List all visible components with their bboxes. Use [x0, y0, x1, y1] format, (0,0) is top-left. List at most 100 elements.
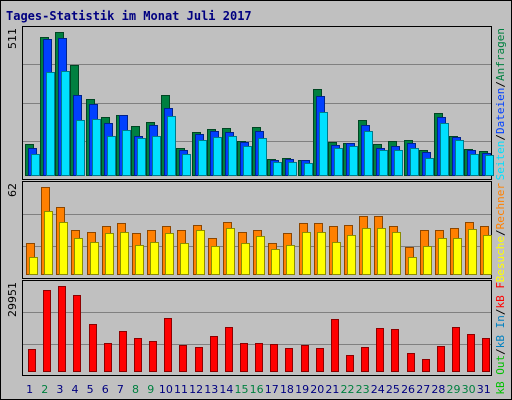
bar-seiten-day-14	[228, 136, 237, 176]
legend-1: Seiten/Dateien/Anfragen	[494, 28, 507, 180]
bar-kb-f-day-16	[255, 343, 263, 372]
bar-besuche-day-14	[226, 228, 235, 275]
bar-seiten-day-3	[61, 71, 70, 176]
bar-kb-f-day-20	[316, 348, 324, 372]
bar-besuche-day-27	[423, 246, 432, 275]
bar-kb-f-day-5	[89, 324, 97, 372]
bar-besuche-day-2	[44, 211, 53, 275]
day-label-23: 23	[356, 383, 370, 396]
bar-kb-f-day-26	[407, 353, 415, 372]
bar-seiten-day-23	[364, 131, 373, 176]
bar-seiten-day-28	[440, 123, 449, 176]
chart-title: Tages-Statistik im Monat Juli 2017	[6, 9, 252, 23]
bar-seiten-day-21	[334, 148, 343, 176]
bar-kb-f-day-31	[482, 338, 490, 372]
bar-seiten-day-18	[288, 162, 297, 176]
bar-seiten-day-13	[213, 137, 222, 176]
bar-besuche-day-9	[150, 242, 159, 275]
bar-besuche-day-21	[332, 242, 341, 275]
bar-seiten-day-10	[167, 116, 176, 176]
bar-seiten-day-16	[258, 138, 267, 176]
legend-entry: Rechner	[494, 183, 507, 230]
bar-seiten-day-25	[394, 150, 403, 176]
day-label-2: 2	[41, 383, 48, 396]
day-label-14: 14	[219, 383, 233, 396]
bar-besuche-day-29	[453, 238, 462, 275]
day-label-10: 10	[159, 383, 173, 396]
bar-besuche-day-13	[211, 246, 220, 275]
day-label-20: 20	[310, 383, 324, 396]
bar-besuche-day-11	[180, 243, 189, 275]
day-label-11: 11	[174, 383, 188, 396]
bar-seiten-day-1	[31, 154, 40, 176]
legend-entry: /	[494, 134, 507, 141]
bar-kb-f-day-30	[467, 334, 475, 372]
day-label-27: 27	[416, 383, 430, 396]
bar-besuche-day-10	[165, 233, 174, 275]
bar-besuche-day-4	[74, 238, 83, 275]
bar-kb-f-day-9	[149, 341, 157, 372]
bar-besuche-day-17	[271, 249, 280, 275]
bar-kb-f-day-12	[195, 347, 203, 372]
bar-seiten-day-17	[273, 162, 282, 176]
bar-besuche-day-7	[120, 232, 129, 275]
bar-besuche-day-12	[196, 230, 205, 275]
bar-kb-f-day-22	[346, 355, 354, 372]
bar-kb-f-day-3	[58, 286, 66, 372]
panel-frame	[22, 26, 492, 180]
bar-seiten-day-26	[410, 148, 419, 176]
day-label-1: 1	[26, 383, 33, 396]
day-label-25: 25	[386, 383, 400, 396]
bar-besuche-day-1	[29, 257, 38, 275]
day-label-24: 24	[371, 383, 385, 396]
bar-seiten-day-4	[76, 120, 85, 176]
bar-kb-f-day-2	[43, 290, 51, 372]
day-label-18: 18	[280, 383, 294, 396]
bar-seiten-day-12	[198, 140, 207, 176]
day-label-28: 28	[431, 383, 445, 396]
legend-entry: Besuche	[494, 236, 507, 282]
legend-entry: /	[494, 309, 507, 316]
legend-2: Besuche/Rechner	[494, 183, 507, 283]
bar-seiten-day-6	[107, 136, 116, 176]
day-label-29: 29	[446, 383, 460, 396]
bar-besuche-day-6	[105, 233, 114, 275]
bar-kb-f-day-7	[119, 331, 127, 372]
day-label-21: 21	[325, 383, 339, 396]
y-max-label: 62	[6, 183, 19, 197]
bar-besuche-day-28	[438, 238, 447, 275]
legend-3: kB Out/kB In/kB F	[494, 282, 507, 395]
day-label-31: 31	[477, 383, 491, 396]
bar-seiten-day-20	[319, 112, 328, 176]
bar-besuche-day-20	[317, 232, 326, 275]
bar-seiten-day-31	[485, 155, 494, 176]
bar-kb-f-day-29	[452, 327, 460, 372]
bar-besuche-day-26	[408, 257, 417, 275]
bar-kb-f-day-8	[134, 338, 142, 372]
bar-seiten-day-19	[304, 163, 313, 176]
y-max-label: 29951	[6, 282, 19, 317]
bar-besuche-day-22	[347, 235, 356, 275]
day-label-13: 13	[204, 383, 218, 396]
day-label-3: 3	[56, 383, 63, 396]
bar-besuche-day-30	[468, 229, 477, 275]
bar-seiten-day-15	[243, 146, 252, 176]
bar-kb-f-day-6	[104, 343, 112, 372]
bar-seiten-day-5	[92, 119, 101, 176]
bar-besuche-day-19	[302, 232, 311, 275]
day-label-8: 8	[132, 383, 139, 396]
day-label-4: 4	[71, 383, 78, 396]
panel-frame	[22, 280, 492, 376]
bar-kb-f-day-14	[225, 327, 233, 372]
day-label-26: 26	[401, 383, 415, 396]
legend-entry: kB Out	[494, 355, 507, 395]
bar-kb-f-day-23	[361, 347, 369, 372]
bar-kb-f-day-27	[422, 359, 430, 372]
bar-besuche-day-3	[59, 222, 68, 275]
day-label-22: 22	[341, 383, 355, 396]
bar-seiten-day-2	[46, 72, 55, 176]
bar-seiten-day-29	[455, 140, 464, 176]
legend-entry: /	[494, 348, 507, 355]
bar-seiten-day-30	[470, 154, 479, 176]
